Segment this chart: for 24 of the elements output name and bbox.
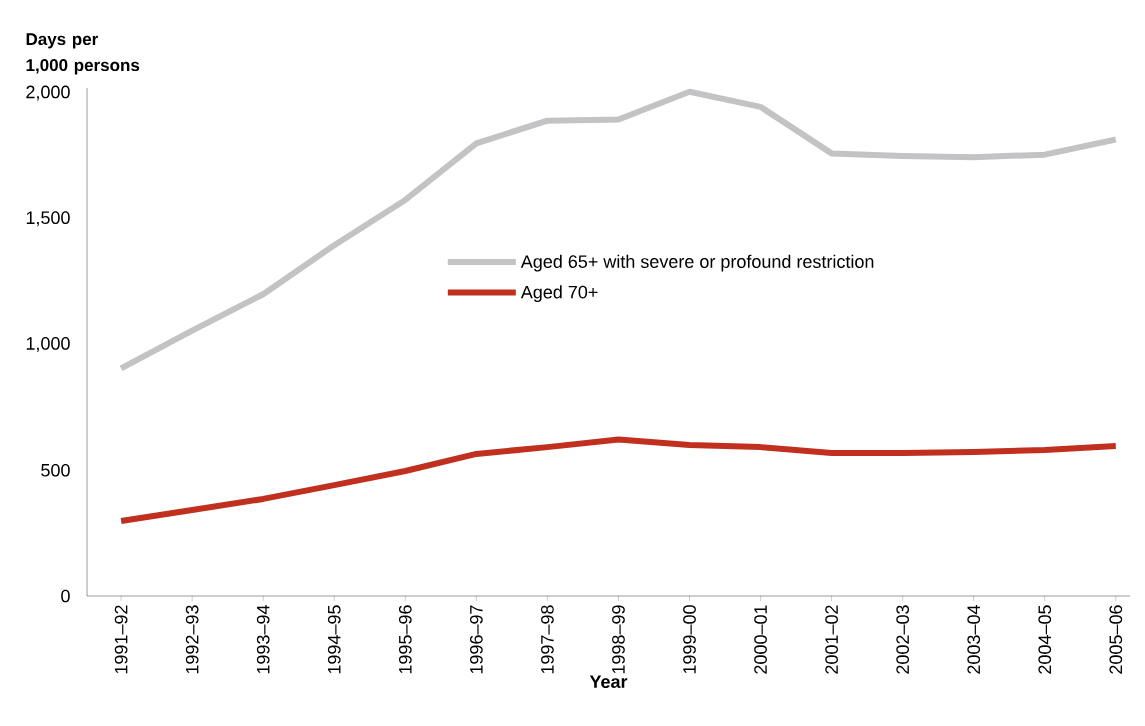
x-tick-label: 2001–02 [825, 605, 838, 674]
x-tick-label: 1999–00 [683, 605, 696, 674]
x-tick-label: 1998–99 [612, 605, 625, 674]
x-tick-label: 1995–96 [398, 605, 412, 674]
x-tick-label: 1997–98 [541, 605, 554, 674]
x-tick-label: 2005–06 [1109, 605, 1123, 674]
x-tick-label: 1993–94 [256, 605, 270, 674]
x-tick-label: 2004–05 [1038, 605, 1052, 674]
y-axis-title: Days per 1,000 persons [26, 33, 140, 75]
legend-label: Aged 65+ with severe or profound restriction [520, 254, 874, 272]
x-tick-label: 1996–97 [469, 605, 483, 674]
x-tick-label: 2003–04 [967, 605, 981, 674]
x-tick-label: 1991–92 [114, 605, 128, 674]
x-tick-label: 2002–03 [896, 605, 910, 674]
x-tick-label: 2000–01 [754, 605, 767, 674]
y-tick-label: 500 [41, 463, 70, 477]
legend-label: Aged 70+ [520, 285, 598, 303]
x-tick-label: 1994–95 [327, 605, 341, 674]
x-axis-title: Year [589, 675, 628, 688]
y-tick-label: 1,500 [26, 211, 70, 227]
y-tick-label: 1,000 [26, 337, 70, 352]
x-tick-label: 1992–93 [185, 605, 199, 674]
y-tick-label: 0 [61, 589, 70, 603]
y-tick-label: 2,000 [26, 85, 70, 101]
